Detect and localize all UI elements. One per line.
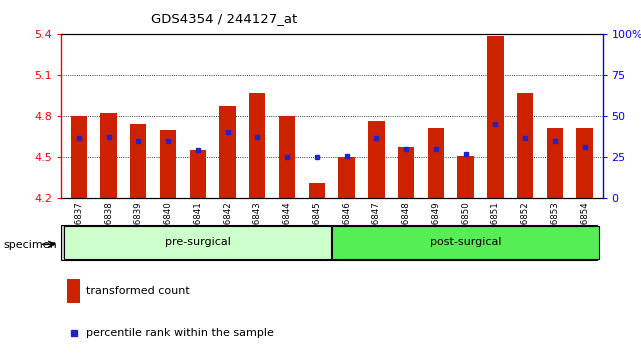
- Bar: [309, 183, 325, 198]
- Text: specimen: specimen: [3, 240, 57, 250]
- Text: post-surgical: post-surgical: [430, 238, 501, 247]
- Bar: [279, 116, 296, 198]
- Bar: [338, 157, 354, 198]
- Text: transformed count: transformed count: [86, 286, 190, 296]
- Bar: [101, 113, 117, 198]
- Bar: [458, 156, 474, 198]
- Bar: [190, 150, 206, 198]
- Text: GDS4354 / 244127_at: GDS4354 / 244127_at: [151, 12, 297, 25]
- Bar: [332, 226, 599, 259]
- Bar: [130, 124, 146, 198]
- Bar: [67, 279, 81, 303]
- Bar: [487, 36, 504, 198]
- Bar: [398, 148, 414, 198]
- Bar: [65, 226, 331, 259]
- Text: percentile rank within the sample: percentile rank within the sample: [86, 328, 274, 338]
- Bar: [249, 93, 265, 198]
- Text: pre-surgical: pre-surgical: [165, 238, 231, 247]
- Bar: [517, 93, 533, 198]
- Bar: [576, 128, 593, 198]
- Bar: [547, 128, 563, 198]
- Bar: [219, 106, 236, 198]
- Bar: [368, 121, 385, 198]
- Bar: [160, 130, 176, 198]
- Bar: [71, 116, 87, 198]
- Bar: [428, 128, 444, 198]
